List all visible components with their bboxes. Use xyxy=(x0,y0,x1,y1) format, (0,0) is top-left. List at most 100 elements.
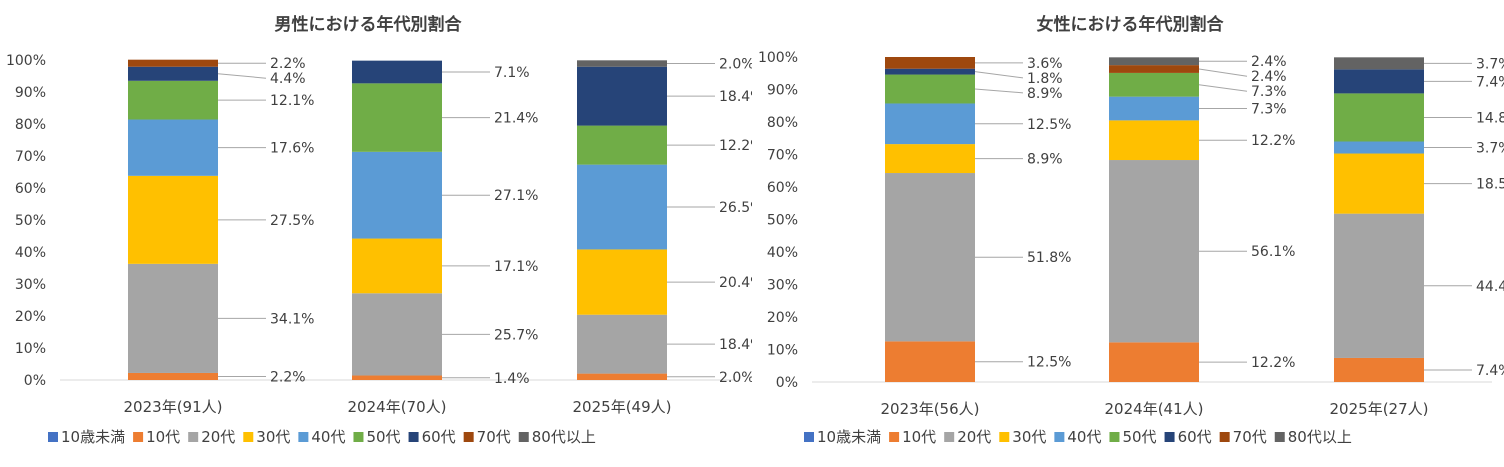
data-label: 1.4% xyxy=(494,371,530,387)
data-label: 25.7% xyxy=(494,327,538,343)
legend-swatch xyxy=(353,432,364,442)
bar-segment-10代 xyxy=(1109,342,1199,382)
data-label: 18.4% xyxy=(719,89,752,105)
chart-title: 男性における年代別割合 xyxy=(275,14,463,35)
data-label: 20.4% xyxy=(719,275,752,291)
x-category-label: 2023年(56人) xyxy=(881,400,980,418)
data-label-leader xyxy=(1198,68,1248,77)
bar-segment-20代 xyxy=(1109,160,1199,343)
legend-swatch xyxy=(518,432,529,442)
data-label: 17.1% xyxy=(494,259,538,275)
bar-segment-10代 xyxy=(1334,357,1424,382)
legend-item-label: 60代 xyxy=(422,428,456,446)
data-label: 34.1% xyxy=(270,311,314,327)
data-label: 21.4% xyxy=(494,111,538,127)
y-tick-label: 60% xyxy=(15,181,46,197)
y-tick-label: 10% xyxy=(15,341,46,357)
bar-segment-70代 xyxy=(885,57,975,69)
legend-item-label: 10代 xyxy=(146,428,180,446)
x-category-label: 2024年(70人) xyxy=(348,398,447,416)
bar-segment-40代 xyxy=(577,164,667,250)
data-label: 8.9% xyxy=(1027,152,1063,168)
bar-segment-50代 xyxy=(885,74,975,104)
y-tick-label: 0% xyxy=(24,373,46,389)
data-label: 2.2% xyxy=(270,369,306,385)
data-label: 1.8% xyxy=(1027,71,1063,87)
legend-swatch xyxy=(463,432,474,442)
data-label-leader xyxy=(217,73,267,79)
data-label: 3.7% xyxy=(1476,56,1504,72)
data-label: 44.4% xyxy=(1476,279,1504,295)
y-tick-label: 40% xyxy=(767,245,798,261)
legend-swatch xyxy=(1054,432,1065,442)
y-tick-label: 10% xyxy=(767,343,798,359)
data-label: 3.7% xyxy=(1476,141,1504,157)
legend-item-label: 50代 xyxy=(1122,428,1156,446)
legend-item-label: 30代 xyxy=(1012,428,1046,446)
bar-segment-40代 xyxy=(1334,141,1424,154)
x-category-label: 2025年(27人) xyxy=(1330,400,1429,418)
bar-segment-30代 xyxy=(1109,120,1199,161)
y-tick-label: 0% xyxy=(776,375,798,391)
y-tick-label: 70% xyxy=(767,148,798,164)
legend-item-label: 50代 xyxy=(366,428,400,446)
legend-item-label: 40代 xyxy=(1067,428,1101,446)
bar-segment-20代 xyxy=(128,263,218,373)
bar-segment-20代 xyxy=(352,293,442,376)
bar-segment-20代 xyxy=(1334,213,1424,358)
y-tick-label: 50% xyxy=(15,213,46,229)
data-label: 12.2% xyxy=(1251,355,1295,371)
legend-swatch xyxy=(1219,432,1230,442)
bar-segment-70代 xyxy=(1109,65,1199,73)
bar-segment-40代 xyxy=(885,103,975,145)
data-label-leader xyxy=(1198,84,1248,92)
x-category-label: 2023年(91人) xyxy=(124,398,223,416)
data-label: 17.6% xyxy=(270,141,314,157)
legend-swatch xyxy=(999,432,1010,442)
data-label: 8.9% xyxy=(1027,86,1063,102)
y-tick-label: 80% xyxy=(15,117,46,133)
bar-segment-30代 xyxy=(352,238,442,294)
y-tick-label: 30% xyxy=(15,277,46,293)
bar-segment-80代以上 xyxy=(577,60,667,67)
legend-item-label: 20代 xyxy=(201,428,235,446)
data-label: 7.1% xyxy=(494,65,530,81)
data-label: 4.4% xyxy=(270,71,306,87)
legend-swatch xyxy=(1164,432,1175,442)
y-tick-label: 80% xyxy=(767,115,798,131)
bar-segment-10代 xyxy=(128,372,218,380)
data-label: 3.6% xyxy=(1027,56,1063,72)
bar-segment-40代 xyxy=(128,119,218,176)
male-age-chart: 男性における年代別割合 0% 10% 20% 30% 40% 50% 60% 70% 80% 90%… xyxy=(6,14,752,446)
legend-swatch xyxy=(1274,432,1285,442)
data-label: 26.5% xyxy=(719,200,752,216)
bar-segment-30代 xyxy=(885,144,975,174)
bar-segment-40代 xyxy=(352,151,442,239)
bar-segment-50代 xyxy=(352,83,442,152)
data-label: 12.2% xyxy=(719,138,752,154)
legend-item-label: 30代 xyxy=(256,428,290,446)
bar-segment-70代 xyxy=(128,59,218,67)
legend-swatch xyxy=(944,432,955,442)
x-category-label: 2024年(41人) xyxy=(1105,400,1204,418)
data-label: 7.3% xyxy=(1251,102,1287,118)
bar-segment-20代 xyxy=(885,173,975,342)
chart-title: 女性における年代別割合 xyxy=(1037,14,1225,35)
bar-segment-10代 xyxy=(885,341,975,382)
legend-item-label: 10代 xyxy=(902,428,936,446)
y-tick-label: 60% xyxy=(767,180,798,196)
bar-segment-60代 xyxy=(577,66,667,126)
legend-swatch xyxy=(889,432,900,442)
bar-segment-10代 xyxy=(352,375,442,380)
legend-swatch xyxy=(408,432,419,442)
legend-item-label: 80代以上 xyxy=(532,428,596,446)
female-age-chart: 女性における年代別割合 0% 10% 20% 30% 40% 50% 60% 70% 80% 90%… xyxy=(758,14,1504,446)
bar-segment-60代 xyxy=(128,66,218,81)
data-label: 12.5% xyxy=(1027,117,1071,133)
bar-segment-50代 xyxy=(577,125,667,165)
bar-segment-60代 xyxy=(1334,69,1424,94)
y-tick-label: 20% xyxy=(15,309,46,325)
legend-swatch xyxy=(48,432,58,442)
data-label: 2.0% xyxy=(719,370,752,386)
bar-segment-30代 xyxy=(1334,153,1424,214)
